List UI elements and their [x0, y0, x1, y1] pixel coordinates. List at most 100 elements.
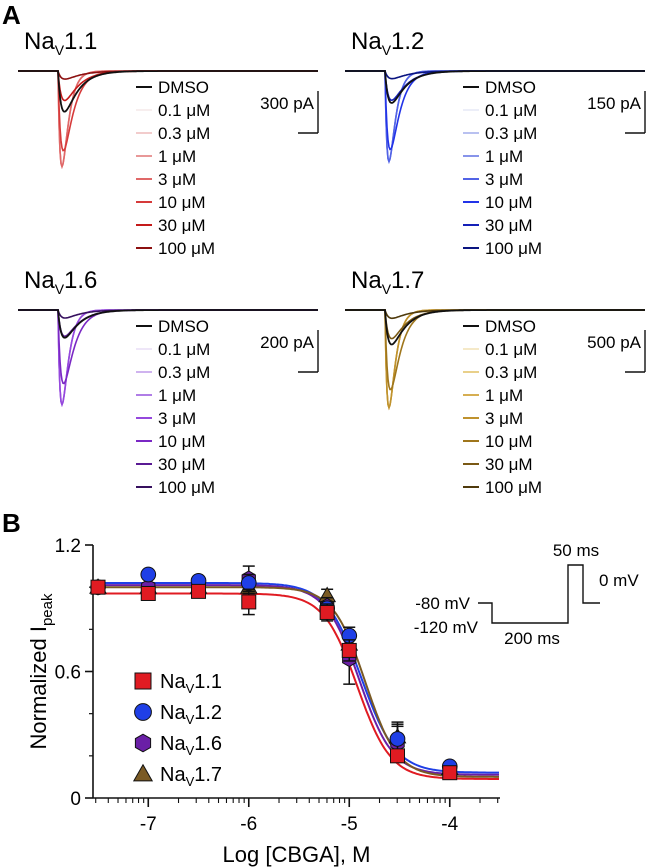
x-tick-label-2: -5	[341, 814, 358, 835]
fit-curve-4	[93, 586, 499, 778]
legend-label-4-6: 30 μM	[485, 455, 533, 474]
data-point-1-5	[341, 642, 357, 658]
legend-label-2-1: 0.1 μM	[485, 101, 537, 120]
legend-series-2: NaV1.2	[160, 702, 222, 727]
legend-label-3-4: 3 μM	[158, 409, 196, 428]
protocol-label-1: -120 mV	[414, 618, 479, 637]
data-point-1-7	[442, 765, 458, 781]
trace-title-2-sub: V	[382, 42, 392, 58]
legend-label-4-1: 0.1 μM	[485, 340, 537, 359]
trace-subpanel-3: NaV1.6 200 pA DMSO 0.1 μM 0.3 μM 1 μM 3 μM 10 μ…	[18, 267, 319, 497]
data-point-2-1	[140, 566, 157, 583]
trace-subpanel-1: NaV1.1 300 pA DMSO 0.1 μM 0.3 μM 1 μM 3 μM 10 μ…	[18, 28, 319, 258]
y-tick-label-2: 1.2	[55, 536, 81, 557]
data-point-1-3	[241, 594, 257, 610]
trace-2-conc-0	[345, 70, 645, 104]
y-axis-label: Normalized Ipeak	[26, 593, 56, 750]
trace-title-4-tail: 1.7	[391, 267, 424, 294]
legend-label-1-6: 30 μM	[158, 216, 206, 235]
panel-letter-a: A	[2, 0, 21, 30]
fit-curve-3	[93, 584, 499, 776]
trace-title-2: NaV1.2	[351, 28, 424, 58]
data-point-2-3	[240, 575, 257, 591]
y-tick-label-0: 0	[70, 789, 81, 810]
y-tick-label-1: 0.6	[55, 663, 81, 684]
panel-b-dose-response: 0 0.6 1.2 -7 -6 -5 -4 Log [CBGA], M Normalized I…	[26, 536, 639, 867]
legend-series-3: NaV1.6	[160, 733, 222, 758]
legend-label-4-3: 1 μM	[485, 386, 523, 405]
legend-label-3-3: 1 μM	[158, 386, 196, 405]
trace-1-conc-0	[18, 70, 318, 113]
trace-subpanel-4: NaV1.7 500 pA DMSO 0.1 μM 0.3 μM 1 μM 3 μM 10 μ…	[345, 267, 646, 497]
data-point-1-6	[389, 748, 405, 764]
data-point-1-0	[90, 579, 106, 595]
trace-title-1-tail: 1.1	[64, 28, 97, 55]
protocol-label-4: 0 mV	[599, 571, 639, 590]
legend-marker-2	[134, 703, 152, 721]
data-point-1-2	[191, 583, 207, 599]
data-point-1-1	[140, 585, 156, 601]
legend-label-4-2: 0.3 μM	[485, 363, 537, 382]
legend-label-3-1: 0.1 μM	[158, 340, 210, 359]
protocol-trace	[478, 564, 600, 624]
x-tick-label-3: -4	[441, 814, 458, 835]
y-axis-label-main: Normalized I	[26, 626, 51, 749]
y-axis-label-sub: peak	[39, 593, 56, 626]
legend-label-1-0: DMSO	[158, 78, 209, 97]
legend-label-3-2: 0.3 μM	[158, 363, 210, 382]
legend-label-3-6: 30 μM	[158, 455, 206, 474]
legend-label-2-6: 30 μM	[485, 216, 533, 235]
scale-label-3: 200 pA	[260, 333, 315, 352]
legend-series-4: NaV1.7	[160, 764, 222, 789]
trace-title-3-tail: 1.6	[64, 267, 97, 294]
legend-label-2-7: 100 μM	[485, 239, 542, 258]
trace-title-1-sub: V	[55, 42, 65, 58]
trace-title-4: NaV1.7	[351, 267, 424, 297]
legend-label-4-7: 100 μM	[485, 478, 542, 497]
trace-4-conc-0	[345, 309, 645, 346]
data-point-1-4	[319, 604, 335, 620]
legend-label-2-0: DMSO	[485, 78, 536, 97]
trace-title-1-main: Na	[24, 28, 55, 55]
trace-title-3-sub: V	[55, 281, 65, 297]
legend-label-2-5: 10 μM	[485, 193, 533, 212]
legend-marker-3	[134, 733, 152, 753]
legend-label-1-5: 10 μM	[158, 193, 206, 212]
x-tick-label-1: -6	[240, 814, 257, 835]
data-point-2-6	[389, 731, 406, 747]
panel-letter-b: B	[2, 508, 21, 538]
legend-label-4-0: DMSO	[485, 317, 536, 336]
x-axis-label: Log [CBGA], M	[223, 842, 371, 867]
scale-label-1: 300 pA	[260, 94, 315, 113]
legend-label-1-7: 100 μM	[158, 239, 215, 258]
trace-title-2-tail: 1.2	[391, 28, 424, 55]
legend-label-3-7: 100 μM	[158, 478, 215, 497]
legend-label-3-5: 10 μM	[158, 432, 206, 451]
legend-label-4-5: 10 μM	[485, 432, 533, 451]
trace-title-3: NaV1.6	[24, 267, 97, 297]
protocol-label-2: 200 ms	[504, 629, 560, 648]
protocol-label-3: 50 ms	[553, 541, 599, 560]
fit-curve-2	[93, 582, 499, 774]
legend-label-2-2: 0.3 μM	[485, 124, 537, 143]
legend-marker-4	[132, 763, 154, 782]
trace-title-4-sub: V	[382, 281, 392, 297]
scale-label-4: 500 pA	[587, 333, 642, 352]
legend-label-1-1: 0.1 μM	[158, 101, 210, 120]
legend-series-1: NaV1.1	[160, 671, 222, 696]
trace-title-4-main: Na	[351, 267, 382, 294]
legend-label-2-3: 1 μM	[485, 147, 523, 166]
trace-title-3-main: Na	[24, 267, 55, 294]
legend-marker-1	[134, 672, 152, 690]
voltage-protocol: -80 mV -120 mV 200 ms 50 ms0 mV	[414, 541, 640, 648]
protocol-label-0: -80 mV	[415, 594, 470, 613]
fit-curve-1	[93, 592, 499, 780]
trace-title-2-main: Na	[351, 28, 382, 55]
legend-label-1-3: 1 μM	[158, 147, 196, 166]
legend-label-4-4: 3 μM	[485, 409, 523, 428]
trace-subpanel-2: NaV1.2 150 pA DMSO 0.1 μM 0.3 μM 1 μM 3 μM 10 μ…	[345, 28, 646, 258]
legend-label-1-4: 3 μM	[158, 170, 196, 189]
legend-label-2-4: 3 μM	[485, 170, 523, 189]
